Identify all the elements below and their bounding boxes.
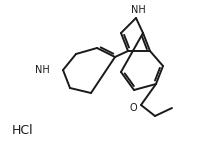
Text: NH: NH	[35, 65, 50, 75]
Text: HCl: HCl	[12, 124, 34, 136]
Text: NH: NH	[131, 5, 145, 15]
Text: O: O	[129, 103, 137, 113]
